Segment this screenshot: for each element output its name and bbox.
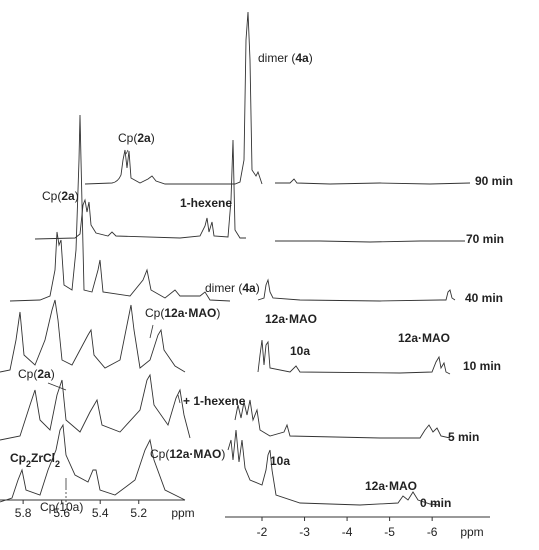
annotation-part: 12a·MAO bbox=[398, 331, 450, 345]
annotation-part: 4a bbox=[242, 281, 256, 295]
trace bbox=[257, 339, 451, 375]
x-tick-label: -4 bbox=[342, 525, 353, 539]
trace bbox=[0, 423, 186, 503]
annotation-part: ) bbox=[309, 51, 313, 65]
trace bbox=[275, 178, 471, 185]
x-tick-label: 5.2 bbox=[130, 506, 147, 520]
trace bbox=[34, 139, 246, 240]
x-axis-label: ppm bbox=[460, 525, 483, 539]
annotation: Cp(12a·MAO) bbox=[145, 306, 220, 320]
annotation-part: dimer ( bbox=[205, 281, 242, 295]
trace bbox=[9, 114, 231, 302]
annotation: 12a·MAO bbox=[365, 479, 417, 493]
trace-label: 90 min bbox=[475, 174, 513, 188]
annotation: Cp2ZrCl2 bbox=[10, 451, 60, 469]
annotation-part: 2a bbox=[37, 367, 51, 381]
axes bbox=[0, 499, 490, 521]
trace bbox=[257, 278, 456, 302]
annotation: Cp(2a) bbox=[118, 131, 155, 145]
annotation-part: 12a·MAO bbox=[365, 479, 417, 493]
x-axis-label: ppm bbox=[171, 506, 194, 520]
x-tick-label: -3 bbox=[299, 525, 310, 539]
trace-label: 40 min bbox=[465, 291, 503, 305]
x-tick-label: -2 bbox=[257, 525, 268, 539]
annotation: 12a·MAO bbox=[398, 331, 450, 345]
annotation-part: 12a·MAO bbox=[265, 312, 317, 326]
annotation-part: Cp( bbox=[18, 367, 37, 381]
annotation: dimer (4a) bbox=[258, 51, 313, 65]
x-tick-label: 5.8 bbox=[15, 506, 32, 520]
annotation-part: Cp( bbox=[42, 189, 61, 203]
annotation-part: 2a bbox=[137, 131, 151, 145]
trace-label: 70 min bbox=[466, 232, 504, 246]
trace bbox=[84, 11, 263, 185]
annotation-part: 12a·MAO bbox=[169, 447, 221, 461]
annotation-part: 10a bbox=[290, 344, 310, 358]
annotation-part: 2 bbox=[26, 459, 31, 469]
annotation-part: ) bbox=[221, 447, 225, 461]
spectra bbox=[0, 11, 471, 506]
annotation-part: Cp( bbox=[118, 131, 137, 145]
annotation-part: 2 bbox=[55, 459, 60, 469]
x-tick-label: -5 bbox=[384, 525, 395, 539]
annotation-part: + 1-hexene bbox=[183, 394, 246, 408]
annotation-part: ) bbox=[216, 306, 220, 320]
x-tick-label: -6 bbox=[427, 525, 438, 539]
annotation: 10a bbox=[270, 454, 290, 468]
annotation-part: Cp( bbox=[150, 447, 169, 461]
annotation-part: 10a bbox=[270, 454, 290, 468]
trace-label: 5 min bbox=[448, 430, 479, 444]
annotation: 10a bbox=[290, 344, 310, 358]
annotation-part: Cp( bbox=[145, 306, 164, 320]
annotation: + 1-hexene bbox=[183, 394, 246, 408]
x-tick-label: 5.4 bbox=[92, 506, 109, 520]
annotation: Cp(2a) bbox=[18, 367, 55, 381]
annotation-part: 12a·MAO bbox=[164, 306, 216, 320]
annotation-part: ) bbox=[151, 131, 155, 145]
annotation-part: ) bbox=[51, 367, 55, 381]
trace-label: 0 min bbox=[420, 496, 451, 510]
trace-label: 10 min bbox=[463, 359, 501, 373]
trace bbox=[234, 399, 451, 439]
trace bbox=[275, 240, 465, 243]
annotation: Cp(10a) bbox=[40, 500, 83, 514]
annotation-part: Cp(10a) bbox=[40, 500, 83, 514]
annotation-part: ZrCl bbox=[31, 451, 55, 465]
trace bbox=[227, 429, 441, 506]
trace bbox=[0, 299, 186, 373]
annotation: Cp(2a) bbox=[42, 189, 79, 203]
annotation-part: dimer ( bbox=[258, 51, 295, 65]
annotation: 12a·MAO bbox=[265, 312, 317, 326]
trace bbox=[0, 373, 191, 441]
annotation-part: Cp bbox=[10, 451, 26, 465]
annotation-part: 1-hexene bbox=[180, 196, 232, 210]
annotation-arrows bbox=[47, 149, 181, 505]
annotation: dimer (4a) bbox=[205, 281, 260, 295]
annotation-part: 2a bbox=[61, 189, 75, 203]
annotation-part: ) bbox=[75, 189, 79, 203]
annotation: 1-hexene bbox=[180, 196, 232, 210]
x-tick-label: 5.6 bbox=[53, 506, 70, 520]
annotation-part: ) bbox=[256, 281, 260, 295]
annotation: Cp(12a·MAO) bbox=[150, 447, 225, 461]
annotation-part: 4a bbox=[295, 51, 309, 65]
